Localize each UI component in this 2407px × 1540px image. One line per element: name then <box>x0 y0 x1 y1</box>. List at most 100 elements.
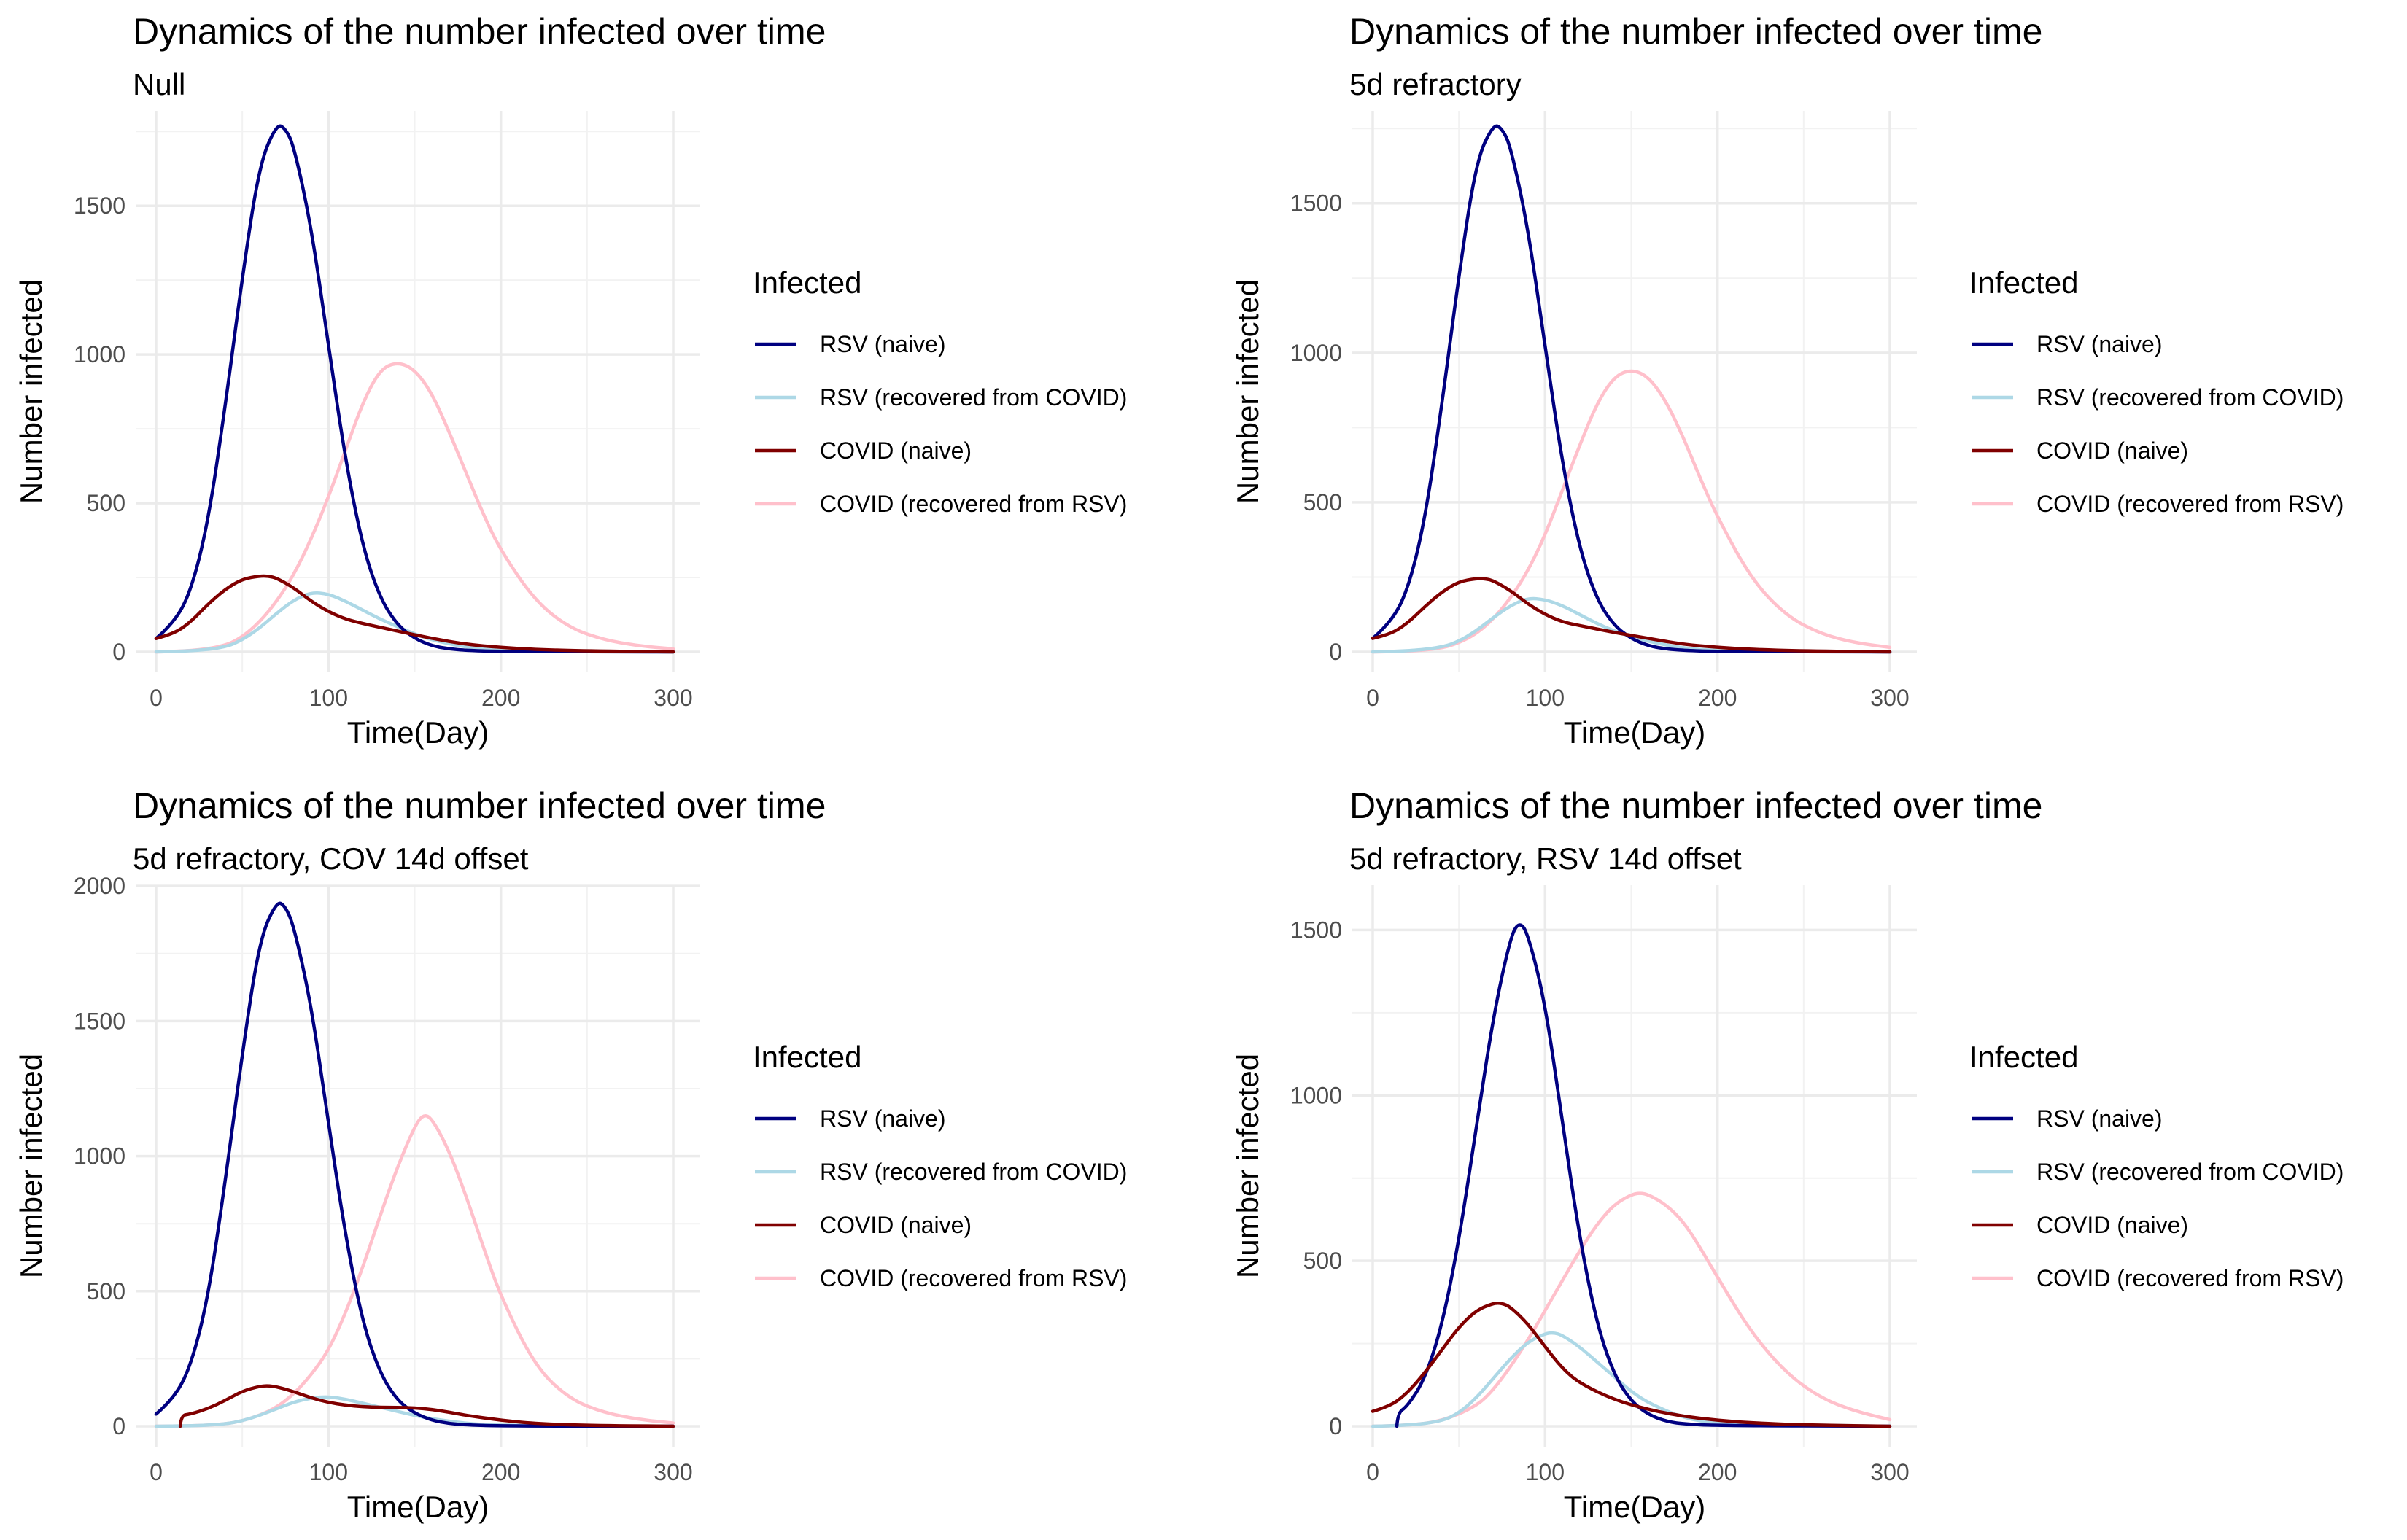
chart-subtitle: 5d refractory, COV 14d offset <box>133 841 529 876</box>
series-line-rsv-recovered-from-covid <box>1371 596 1892 654</box>
y-tick-label: 1500 <box>1290 190 1342 217</box>
legend-label-rsv-naive: RSV (naive) <box>2036 1105 2163 1132</box>
chart-svg: Dynamics of the number infected over tim… <box>1230 785 2344 1524</box>
chart-subtitle: 5d refractory <box>1349 67 1522 101</box>
chart-subtitle: Null <box>133 67 185 101</box>
legend: Infected RSV (naive) RSV (recovered from C… <box>1969 265 2344 517</box>
legend-label-covid-recovered-from-rsv: COVID (recovered from RSV) <box>820 1265 1127 1291</box>
y-tick-label: 2000 <box>74 873 125 899</box>
legend-title: Infected <box>1969 265 2078 300</box>
legend-label-covid-recovered-from-rsv: COVID (recovered from RSV) <box>2036 491 2344 517</box>
chart-svg: Dynamics of the number infected over tim… <box>14 11 1127 750</box>
chart-svg: Dynamics of the number infected over tim… <box>1230 11 2344 750</box>
y-axis-title: Number infected <box>14 279 48 504</box>
legend-title: Infected <box>753 1040 861 1074</box>
y-tick-label: 1000 <box>1290 1082 1342 1108</box>
legend-title: Infected <box>753 265 861 300</box>
y-tick-label: 0 <box>112 1413 125 1439</box>
legend-label-covid-naive: COVID (naive) <box>2036 438 2188 464</box>
legend-label-covid-naive: COVID (naive) <box>820 1212 972 1238</box>
x-tick-label: 0 <box>1366 1459 1379 1485</box>
legend-label-rsv-naive: RSV (naive) <box>820 1105 946 1132</box>
series-line-covid-recovered-from-rsv <box>1371 1191 1892 1428</box>
series-line-rsv-recovered-from-covid <box>154 591 675 654</box>
y-axis-title: Number infected <box>1230 279 1265 504</box>
y-tick-label: 500 <box>1303 1248 1342 1274</box>
x-tick-label: 100 <box>309 685 348 711</box>
legend: Infected RSV (naive) RSV (recovered from C… <box>753 1040 1127 1291</box>
series-line-covid-naive <box>1371 577 1892 654</box>
x-tick-label: 300 <box>654 685 692 711</box>
y-tick-label: 1000 <box>74 1143 125 1170</box>
chart-panel-5d-refractory-rsv-offset: Dynamics of the number infected over tim… <box>1217 774 2407 1540</box>
legend-label-rsv-recovered-from-covid: RSV (recovered from COVID) <box>2036 1159 2344 1185</box>
x-tick-label: 0 <box>150 1459 163 1485</box>
chart-title: Dynamics of the number infected over tim… <box>1349 785 2042 826</box>
x-tick-label: 0 <box>1366 685 1379 711</box>
y-tick-label: 1500 <box>1290 917 1342 943</box>
chart-panel-5d-refractory: Dynamics of the number infected over tim… <box>1217 0 2407 766</box>
legend-label-covid-naive: COVID (naive) <box>2036 1212 2188 1238</box>
y-tick-label: 500 <box>1303 489 1342 516</box>
legend-label-rsv-naive: RSV (naive) <box>820 331 946 357</box>
x-axis-title: Time(Day) <box>1564 1490 1705 1524</box>
chart-title: Dynamics of the number infected over tim… <box>133 11 826 52</box>
series-line-rsv-naive <box>154 124 675 654</box>
legend: Infected RSV (naive) RSV (recovered from C… <box>753 265 1127 517</box>
series-line-rsv-naive <box>154 901 675 1428</box>
chart-panel-5d-refractory-cov-offset: Dynamics of the number infected over tim… <box>0 774 1204 1540</box>
y-tick-label: 1500 <box>74 1008 125 1034</box>
legend-label-rsv-recovered-from-covid: RSV (recovered from COVID) <box>820 384 1127 411</box>
series-line-covid-naive <box>178 1384 675 1428</box>
y-tick-label: 0 <box>1329 639 1342 665</box>
y-axis-title: Number infected <box>1230 1054 1265 1278</box>
chart-panel-null: Dynamics of the number infected over tim… <box>0 0 1204 766</box>
legend-label-rsv-naive: RSV (naive) <box>2036 331 2163 357</box>
series-line-rsv-recovered-from-covid <box>1371 1331 1892 1428</box>
y-tick-label: 0 <box>1329 1413 1342 1439</box>
series-line-rsv-naive <box>1395 923 1892 1428</box>
series-line-covid-naive <box>154 574 675 654</box>
y-tick-label: 0 <box>112 639 125 665</box>
grid-lines <box>136 884 700 1447</box>
x-tick-label: 300 <box>1870 1459 1909 1485</box>
grid-lines <box>136 111 700 672</box>
chart-svg: Dynamics of the number infected over tim… <box>14 785 1127 1524</box>
legend-label-rsv-recovered-from-covid: RSV (recovered from COVID) <box>2036 384 2344 411</box>
legend-title: Infected <box>1969 1040 2078 1074</box>
x-axis-title: Time(Day) <box>347 715 489 750</box>
x-tick-label: 200 <box>1698 1459 1737 1485</box>
legend-label-covid-naive: COVID (naive) <box>820 438 972 464</box>
series-line-covid-recovered-from-rsv <box>1371 369 1892 654</box>
x-tick-label: 300 <box>654 1459 692 1485</box>
y-tick-label: 1500 <box>74 192 125 219</box>
x-tick-label: 300 <box>1870 685 1909 711</box>
series-line-rsv-naive <box>1371 124 1892 654</box>
y-tick-label: 500 <box>87 1278 125 1304</box>
y-tick-label: 1000 <box>1290 340 1342 366</box>
legend: Infected RSV (naive) RSV (recovered from C… <box>1969 1040 2344 1291</box>
y-tick-label: 500 <box>87 490 125 516</box>
legend-label-covid-recovered-from-rsv: COVID (recovered from RSV) <box>820 491 1127 517</box>
x-tick-label: 100 <box>309 1459 348 1485</box>
y-tick-label: 1000 <box>74 341 125 368</box>
x-tick-label: 100 <box>1526 685 1565 711</box>
series-line-rsv-recovered-from-covid <box>154 1395 675 1428</box>
legend-label-covid-recovered-from-rsv: COVID (recovered from RSV) <box>2036 1265 2344 1291</box>
x-tick-label: 200 <box>481 1459 520 1485</box>
grid-lines <box>1352 111 1917 672</box>
grid-lines <box>1352 885 1917 1447</box>
chart-title: Dynamics of the number infected over tim… <box>133 785 826 826</box>
x-tick-label: 200 <box>481 685 520 711</box>
x-tick-label: 0 <box>150 685 163 711</box>
y-axis-title: Number infected <box>14 1054 48 1278</box>
chart-title: Dynamics of the number infected over tim… <box>1349 11 2042 52</box>
x-axis-title: Time(Day) <box>1564 715 1705 750</box>
series-line-covid-recovered-from-rsv <box>154 362 675 654</box>
x-tick-label: 100 <box>1526 1459 1565 1485</box>
chart-subtitle: 5d refractory, RSV 14d offset <box>1349 841 1742 876</box>
x-axis-title: Time(Day) <box>347 1490 489 1524</box>
series-line-covid-naive <box>1371 1301 1892 1428</box>
x-tick-label: 200 <box>1698 685 1737 711</box>
